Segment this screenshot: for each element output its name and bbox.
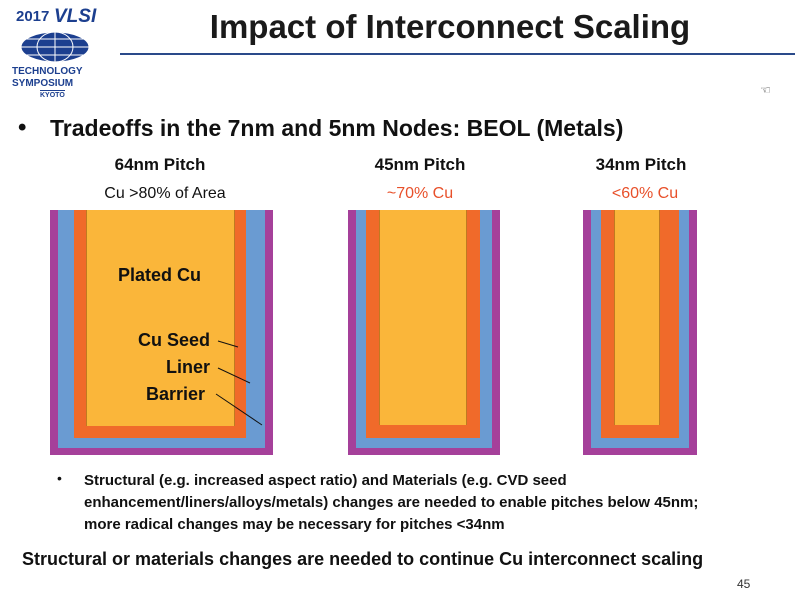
plated-cu-label: Plated Cu [118, 265, 202, 285]
conclusion-text: Structural or materials changes are need… [22, 549, 704, 569]
pitch-label-34nm: 34nm Pitch [595, 155, 687, 174]
bullet-icon: • [18, 114, 27, 141]
sub-bullet-icon: • [57, 470, 62, 486]
cu-fraction-64nm: Cu >80% of Area [104, 185, 226, 202]
cu-fraction-45nm: ~70% Cu [386, 185, 454, 202]
logo-brand: VLSI [54, 6, 97, 27]
cu-fraction-34nm: <60% Cu [611, 185, 679, 202]
logo-year: 2017 [16, 8, 50, 25]
logo-city: KYOTO [40, 90, 65, 99]
page-number: 45 [737, 577, 751, 591]
trench-34nm-copper [614, 210, 660, 425]
title-divider [120, 53, 795, 55]
barrier-label: Barrier [146, 384, 206, 404]
trench-45nm-copper [379, 210, 467, 425]
main-bullet: Tradeoffs in the 7nm and 5nm Nodes: BEOL… [50, 115, 624, 141]
pitch-label-64nm: 64nm Pitch [114, 155, 206, 174]
pitch-label-45nm: 45nm Pitch [374, 155, 466, 174]
trench-64nm-copper [86, 210, 235, 426]
globe-icon [20, 31, 90, 63]
cu-seed-label: Cu Seed [138, 330, 211, 350]
logo-line-technology: TECHNOLOGY [12, 66, 83, 77]
slide-title: Impact of Interconnect Scaling [209, 8, 691, 45]
logo-line-symposium: SYMPOSIUM [12, 78, 74, 89]
liner-label: Liner [166, 357, 211, 377]
vlsi-symposium-logo: 2017 VLSI TECHNOLOGY SYMPOSIUM KYOTO [8, 6, 100, 108]
sub-bullet-text: Structural (e.g. increased aspect ratio)… [84, 472, 699, 533]
hand-cursor-icon: ☜ [760, 83, 771, 97]
